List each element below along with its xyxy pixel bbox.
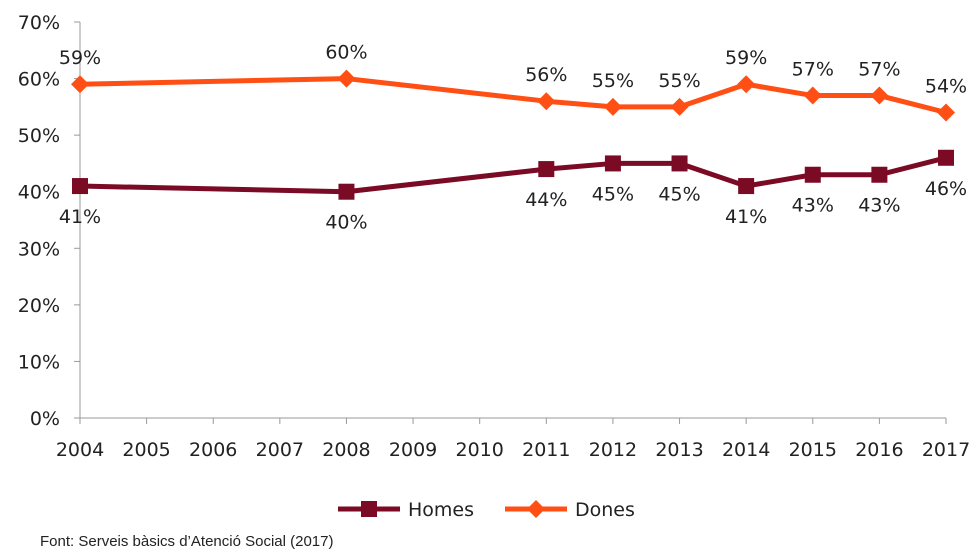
- dones-data-label-2011: 56%: [525, 64, 567, 86]
- dones-data-label-2004: 59%: [59, 47, 101, 69]
- legend-item-homes: Homes: [338, 499, 474, 521]
- homes-point-2014: [738, 178, 755, 195]
- y-tick-label: 50%: [18, 125, 60, 147]
- y-tick-label: 60%: [18, 69, 60, 91]
- homes-point-2008: [338, 183, 355, 200]
- homes-data-label-2015: 43%: [792, 195, 834, 217]
- dones-point-2017: [937, 103, 955, 122]
- x-tick-label: 2011: [522, 439, 570, 461]
- legend-marker-homes: [361, 501, 377, 517]
- dones-point-2016: [870, 86, 889, 105]
- dones-point-2008: [337, 69, 356, 88]
- homes-data-label-2004: 41%: [59, 206, 101, 228]
- homes-data-label-2012: 45%: [592, 183, 634, 205]
- data-labels-layer: 41% 40% 44% 45% 45% 41% 43% 43% 46% 59% 60% 56% 55% 5…: [59, 42, 967, 234]
- homes-data-label-2011: 44%: [525, 189, 567, 211]
- dones-data-label-2008: 60%: [325, 42, 367, 64]
- series-layer: [71, 69, 955, 200]
- source-note: Font: Serveis bàsics d’Atenció Social (2…: [40, 533, 334, 550]
- homes-data-label-2008: 40%: [325, 212, 367, 234]
- dones-point-2012: [603, 97, 622, 116]
- x-tick-label: 2017: [922, 439, 970, 461]
- homes-data-label-2014: 41%: [725, 206, 767, 228]
- homes-point-2012: [604, 155, 621, 172]
- legend-item-dones: Dones: [505, 499, 635, 521]
- x-axis-ticks: 2004 2005 2006 2007 2008 2009 2010 2011 2012 2013…: [56, 418, 970, 461]
- y-tick-label: 0%: [30, 408, 60, 430]
- legend-label-dones: Dones: [575, 499, 635, 521]
- x-tick-label: 2009: [389, 439, 437, 461]
- x-tick-label: 2010: [456, 439, 504, 461]
- dones-data-label-2013: 55%: [658, 70, 700, 92]
- x-tick-label: 2005: [122, 439, 170, 461]
- y-axis-ticks: 0% 10% 20% 30% 40% 50% 60% 70%: [18, 12, 80, 430]
- dones-data-label-2015: 57%: [792, 59, 834, 81]
- x-tick-label: 2015: [789, 439, 837, 461]
- homes-point-2015: [804, 166, 821, 183]
- dones-data-label-2014: 59%: [725, 47, 767, 69]
- homes-point-2013: [671, 155, 688, 172]
- y-tick-label: 10%: [18, 351, 60, 373]
- homes-point-2016: [871, 166, 888, 183]
- legend: Homes Dones: [338, 499, 635, 521]
- y-tick-label: 30%: [18, 238, 60, 260]
- x-tick-label: 2004: [56, 439, 104, 461]
- y-tick-label: 20%: [18, 295, 60, 317]
- y-tick-label: 70%: [18, 12, 60, 34]
- dones-point-2011: [537, 92, 556, 111]
- x-tick-label: 2013: [655, 439, 703, 461]
- dones-point-2015: [803, 86, 822, 105]
- homes-point-2011: [538, 161, 555, 178]
- x-tick-label: 2016: [855, 439, 903, 461]
- dones-data-label-2016: 57%: [858, 59, 900, 81]
- x-tick-label: 2014: [722, 439, 770, 461]
- legend-label-homes: Homes: [408, 499, 474, 521]
- x-tick-label: 2008: [322, 439, 370, 461]
- x-tick-label: 2012: [589, 439, 637, 461]
- dones-point-2014: [737, 75, 756, 94]
- homes-point-2004: [72, 178, 88, 195]
- dones-point-2013: [670, 97, 689, 116]
- x-tick-label: 2006: [189, 439, 237, 461]
- homes-data-label-2013: 45%: [658, 183, 700, 205]
- dones-data-label-2017: 54%: [925, 76, 967, 98]
- homes-point-2017: [938, 149, 954, 166]
- legend-marker-dones: [527, 500, 545, 518]
- x-tick-label: 2007: [256, 439, 304, 461]
- y-tick-label: 40%: [18, 182, 60, 204]
- homes-data-label-2016: 43%: [858, 195, 900, 217]
- dones-data-label-2012: 55%: [592, 70, 634, 92]
- homes-data-label-2017: 46%: [925, 178, 967, 200]
- dones-point-2004: [71, 75, 89, 94]
